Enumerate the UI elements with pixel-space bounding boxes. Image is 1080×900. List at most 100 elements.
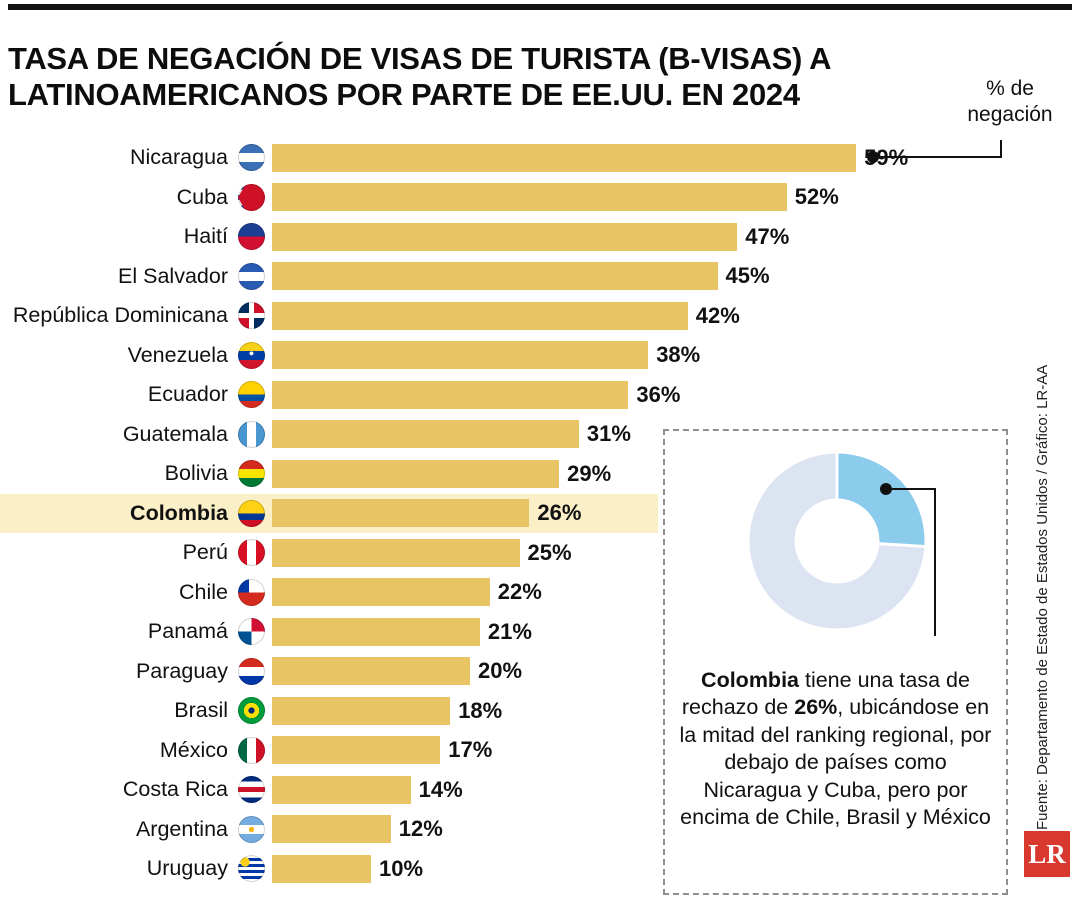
bar-row: Perú 25% (0, 533, 1080, 573)
flag-pa-icon (238, 618, 265, 646)
flag-ni-icon (238, 144, 265, 172)
top-rule (8, 4, 1072, 10)
bar (272, 262, 718, 291)
bar-value-label: 26% (537, 500, 582, 526)
bar-row: Nicaragua 59% (0, 138, 1080, 178)
country-label: Panamá (147, 619, 228, 644)
donut-pointer-line-vertical (934, 488, 936, 636)
flag-pe-icon (238, 539, 265, 567)
country-label: Ecuador (147, 382, 228, 407)
country-label: Cuba (176, 184, 228, 209)
country-label: Uruguay (146, 856, 228, 881)
bar (272, 183, 787, 212)
bar-row: México 17% (0, 731, 1080, 771)
country-label: Brasil (174, 698, 228, 723)
annotation-plain-text: , ubicándose en la mitad del ranking reg… (679, 695, 992, 830)
flag-gt-icon (238, 420, 265, 448)
bar (272, 775, 411, 804)
source-credit: Fuente: Departamento de Estado de Estado… (1034, 364, 1051, 830)
flag-mx-icon (238, 736, 265, 764)
country-label: Paraguay (135, 658, 228, 683)
bar (272, 143, 857, 172)
country-label: México (159, 737, 228, 762)
bar (272, 301, 688, 330)
bar-value-label: 59% (864, 144, 909, 170)
bar-row: Paraguay 20% (0, 652, 1080, 692)
country-label: Argentina (135, 816, 228, 841)
bar-row: Chile 22% (0, 573, 1080, 613)
flag-do-icon (238, 302, 265, 330)
bar (272, 657, 470, 686)
bar (272, 696, 451, 725)
flag-cu-icon (238, 183, 265, 211)
flag-uy-icon (238, 855, 265, 883)
bar-value-label: 17% (448, 737, 493, 763)
bar-value-label: 38% (656, 342, 701, 368)
flag-br-icon (238, 697, 265, 725)
bar-row: Cuba 52% (0, 178, 1080, 218)
flag-ve-icon (238, 341, 265, 369)
callout-line-horizontal (873, 156, 1002, 158)
highlight-info-box: Colombia tiene una tasa de rechazo de 26… (663, 429, 1008, 895)
bar-value-label: 36% (636, 381, 681, 407)
axis-unit-label: % de negación (967, 77, 1053, 127)
bar-value-label: 18% (458, 697, 503, 723)
callout-line-vertical (1000, 140, 1002, 158)
country-label: Colombia (130, 500, 228, 525)
annotation-text: Colombia tiene una tasa de rechazo de 26… (677, 667, 994, 832)
annotation-plain-text: tiene una tasa de rechazo de (681, 667, 970, 720)
flag-co-icon (238, 499, 265, 527)
page-title: TASA DE NEGACIÓN DE VISAS DE TURISTA (B-… (8, 40, 831, 113)
lr-logo: LR (1024, 831, 1070, 877)
country-label: Bolivia (164, 461, 228, 486)
bar (272, 459, 560, 488)
bar-value-label: 45% (725, 263, 770, 289)
bar-value-label: 29% (567, 460, 612, 486)
bar-row: Panamá 21% (0, 612, 1080, 652)
bar-value-label: 12% (398, 816, 443, 842)
country-label: Chile (179, 579, 228, 604)
annotation-bold-text: Colombia (701, 667, 799, 692)
bar-value-label: 42% (695, 302, 740, 328)
bar (272, 736, 441, 765)
bar (272, 815, 391, 844)
flag-sv-icon (238, 262, 265, 290)
bar-value-label: 20% (478, 658, 523, 684)
bar-row: Bolivia 29% (0, 454, 1080, 494)
country-label: Costa Rica (122, 777, 228, 802)
bar-value-label: 21% (487, 618, 532, 644)
flag-ht-icon (238, 223, 265, 251)
country-label: Nicaragua (130, 145, 228, 170)
annotation-bold-text: 26% (794, 695, 838, 720)
bar-row: Venezuela 38% (0, 336, 1080, 376)
bar (272, 854, 371, 883)
bar-row: Guatemala 31% (0, 415, 1080, 455)
country-label: Perú (182, 540, 228, 565)
bar-row: Haití 47% (0, 217, 1080, 257)
bar-value-label: 25% (527, 539, 572, 565)
bar-value-label: 31% (586, 421, 631, 447)
bar-value-label: 14% (418, 776, 463, 802)
donut-chart (749, 453, 925, 629)
donut-pointer-line-horizontal (886, 488, 936, 490)
bar-row: El Salvador 45% (0, 257, 1080, 297)
bar (272, 380, 629, 409)
bar (272, 578, 490, 607)
flag-ec-icon (238, 381, 265, 409)
country-label: República Dominicana (12, 303, 228, 328)
bar-chart: Nicaragua 59% Cuba 52% Haití 47% El Salvador 45… (0, 138, 1080, 889)
bar-row: Costa Rica 14% (0, 770, 1080, 810)
bar (272, 420, 579, 449)
bar-value-label: 10% (379, 855, 424, 881)
flag-cr-icon (238, 776, 265, 804)
country-label: Venezuela (127, 342, 228, 367)
flag-ar-icon (238, 815, 265, 843)
bar (272, 617, 480, 646)
bar (272, 499, 530, 528)
bar (272, 538, 520, 567)
bar (272, 341, 649, 370)
bar-value-label: 47% (745, 223, 790, 249)
flag-py-icon (238, 657, 265, 685)
bar-row: Brasil 18% (0, 691, 1080, 731)
